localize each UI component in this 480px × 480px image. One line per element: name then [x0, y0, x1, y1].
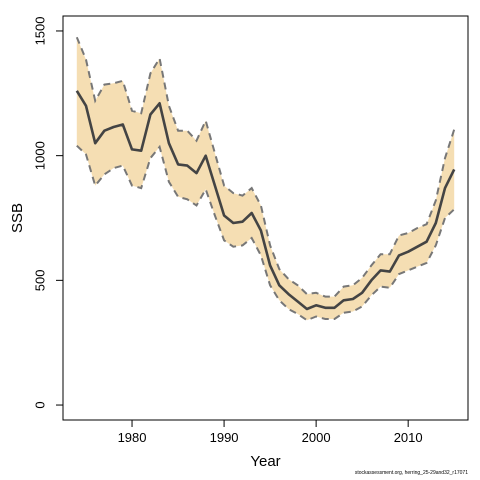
y-tick-label: 500	[32, 269, 47, 291]
plot-frame	[62, 15, 469, 421]
confidence-band	[76, 37, 455, 321]
x-tick-label: 2010	[394, 430, 423, 445]
series-line-layer	[75, 36, 456, 322]
x-tick-label: 1990	[210, 430, 239, 445]
axis-layer: 1980 1990 2000 2010 0 500 1000 1500	[32, 17, 422, 445]
confidence-band-layer	[76, 37, 455, 321]
x-tick-label: 1980	[118, 430, 147, 445]
y-tick-label: 1500	[32, 17, 47, 46]
lower-bound-line	[76, 144, 455, 322]
y-axis-title: SSB	[9, 203, 26, 233]
y-tick-label: 0	[32, 401, 47, 408]
x-tick-label: 2000	[302, 430, 331, 445]
source-credit: stockassessment.org, herring_25-29and32_…	[354, 470, 468, 476]
x-axis-title: Year	[250, 453, 280, 470]
upper-bound-line	[75, 36, 456, 298]
ssb-estimate-line	[75, 90, 456, 311]
y-tick-label: 1000	[32, 141, 47, 170]
